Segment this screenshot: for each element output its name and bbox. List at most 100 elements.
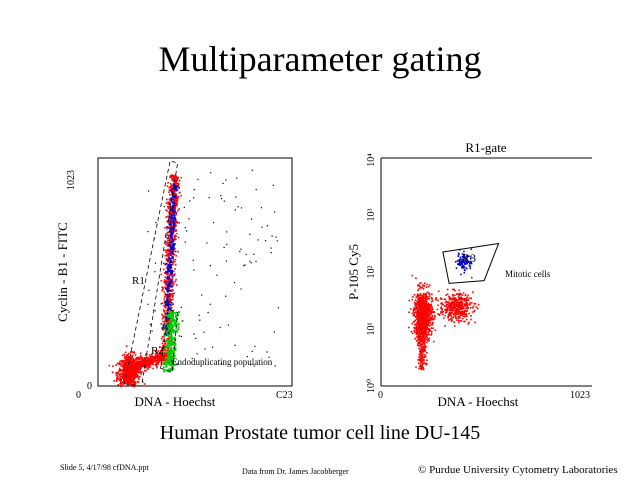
right-main-point: [412, 314, 415, 317]
right-g2-point: [460, 307, 462, 309]
right-main-point: [426, 307, 429, 309]
right-tail-point: [422, 334, 425, 337]
left-g2m-point: [176, 202, 178, 205]
right-g2-point: [448, 295, 450, 298]
right-tail-point: [426, 352, 428, 354]
left-s-point: [141, 362, 144, 364]
left-s-point: [156, 366, 158, 369]
right-g2-point: [457, 299, 460, 301]
right-main-point: [420, 299, 423, 301]
left-g1-point: [128, 362, 131, 365]
left-g1-point: [140, 373, 143, 375]
left-cyclin-point: [173, 184, 176, 186]
right-main-point: [420, 295, 422, 297]
right-tail-point: [423, 338, 425, 340]
right-main-point: [411, 274, 414, 277]
left-endo-point: [172, 325, 175, 328]
right-g2-point: [440, 306, 443, 308]
right-g2-point: [451, 301, 453, 304]
left-cyclin-point: [169, 303, 171, 306]
left-debris-point: [273, 331, 275, 333]
right-g2-point: [453, 288, 455, 291]
right-main-point: [416, 307, 419, 309]
right-g2-point: [469, 302, 471, 304]
left-cyclin-point: [174, 217, 176, 219]
left-g1-point: [129, 374, 132, 377]
left-g2m-point: [172, 184, 175, 187]
left-g2m-point: [170, 254, 173, 257]
left-endo-point: [174, 312, 177, 315]
right-mitotic-point: [458, 253, 460, 256]
left-g2m-point: [173, 282, 175, 285]
right-main-point: [420, 319, 422, 321]
right-tail-point: [417, 341, 420, 344]
right-main-point: [429, 315, 431, 318]
left-g2m-point: [165, 202, 168, 204]
right-mitotic-point: [464, 266, 466, 269]
left-debris-point: [174, 273, 176, 275]
right-g2-point: [461, 308, 463, 311]
left-s-point: [132, 378, 135, 380]
right-main-point: [417, 310, 419, 313]
left-s-point: [135, 357, 137, 359]
right-g2-point: [440, 310, 442, 313]
right-main-point: [421, 286, 423, 289]
left-g2m-point: [166, 273, 168, 276]
left-s-point: [141, 356, 143, 359]
left-debris-point: [204, 348, 206, 350]
right-main-point: [416, 312, 419, 314]
left-g2m-point: [177, 250, 179, 253]
left-debris-point: [189, 200, 191, 202]
left-cyclin-point: [168, 265, 171, 267]
right-main-point: [414, 315, 416, 317]
right-main-point: [413, 294, 416, 296]
left-cyclin-point: [167, 313, 170, 315]
left-cyclin-point: [170, 273, 173, 275]
right-g2-point: [461, 305, 464, 307]
left-g1-point: [111, 371, 114, 374]
left-g1-point: [127, 378, 130, 381]
right-main-point: [416, 300, 418, 303]
left-g2m-point: [162, 340, 164, 342]
left-g2m-point: [168, 319, 170, 322]
right-main-point: [426, 291, 429, 293]
left-g1-point: [122, 361, 125, 364]
left-y-axis-label: Cyclin - B1 - FITC: [55, 222, 70, 322]
right-mitotic-point: [468, 255, 470, 257]
left-g2m-point: [171, 212, 174, 215]
left-cyclin-point: [167, 309, 169, 311]
left-g2m-point: [177, 195, 180, 198]
right-g2-point: [475, 306, 478, 308]
left-g2m-point: [167, 215, 169, 218]
left-cyclin-point: [168, 250, 171, 252]
left-g2m-point: [172, 298, 174, 301]
left-debris-point: [270, 247, 272, 249]
right-g2-point: [435, 297, 437, 299]
left-g1-point: [128, 359, 130, 362]
right-g2-point: [444, 314, 447, 317]
left-cyclin-point: [172, 222, 175, 225]
left-g2m-point: [159, 345, 161, 348]
left-g2m-point: [176, 182, 179, 184]
left-endo-point: [168, 320, 171, 323]
right-tail-point: [418, 347, 420, 350]
right-main-point: [423, 300, 426, 303]
right-g2-point: [462, 298, 465, 300]
left-debris-point: [253, 253, 255, 255]
left-cyclin-point: [165, 317, 168, 320]
left-g2m-point: [174, 221, 176, 224]
right-main-point: [418, 298, 421, 301]
left-g1-point: [138, 378, 140, 381]
left-g2m-point: [166, 249, 168, 252]
left-cyclin-point: [166, 293, 168, 296]
left-debris-point: [227, 324, 229, 326]
right-main-point: [425, 292, 427, 295]
left-g1-point: [122, 368, 125, 370]
right-g2-point: [441, 311, 443, 314]
right-main-point: [413, 308, 415, 311]
left-g2m-point: [173, 198, 175, 200]
right-g2-point: [470, 315, 472, 317]
left-g1-point: [129, 368, 131, 371]
right-main-point: [419, 317, 422, 319]
left-s-point: [139, 368, 142, 371]
